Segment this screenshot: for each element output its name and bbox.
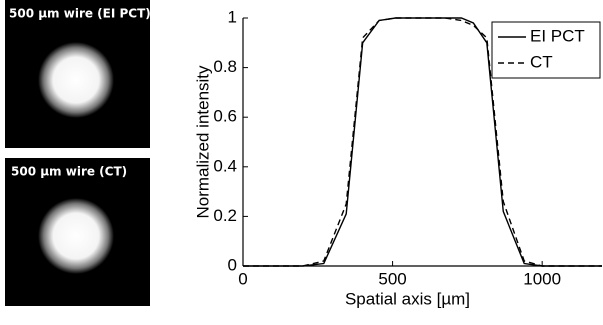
panel-label: 500 µm wire (CT): [11, 165, 127, 179]
x-axis-label: Spatial axis [µm]: [345, 289, 470, 308]
y-tick-label: 1: [228, 7, 237, 26]
wire-image: [38, 198, 114, 274]
y-tick-label: 0.2: [213, 206, 237, 225]
x-tick-label: 0: [238, 269, 247, 288]
x-tick-label: 1000: [523, 269, 561, 288]
y-axis-label: Normalized intensity: [193, 65, 212, 219]
figure: 500 µm wire (EI PCT) 500 µm wire (CT) 00…: [0, 0, 603, 320]
legend-label: CT: [530, 52, 553, 71]
panel-label: 500 µm wire (EI PCT): [9, 7, 151, 21]
y-tick-label: 0.4: [213, 156, 237, 175]
legend-label: EI PCT: [530, 26, 585, 45]
x-tick-label: 500: [378, 269, 406, 288]
y-tick-label: 0: [228, 255, 237, 274]
y-tick-label: 0.8: [213, 57, 237, 76]
y-tick-label: 0.6: [213, 107, 237, 126]
wire-image: [38, 42, 114, 118]
